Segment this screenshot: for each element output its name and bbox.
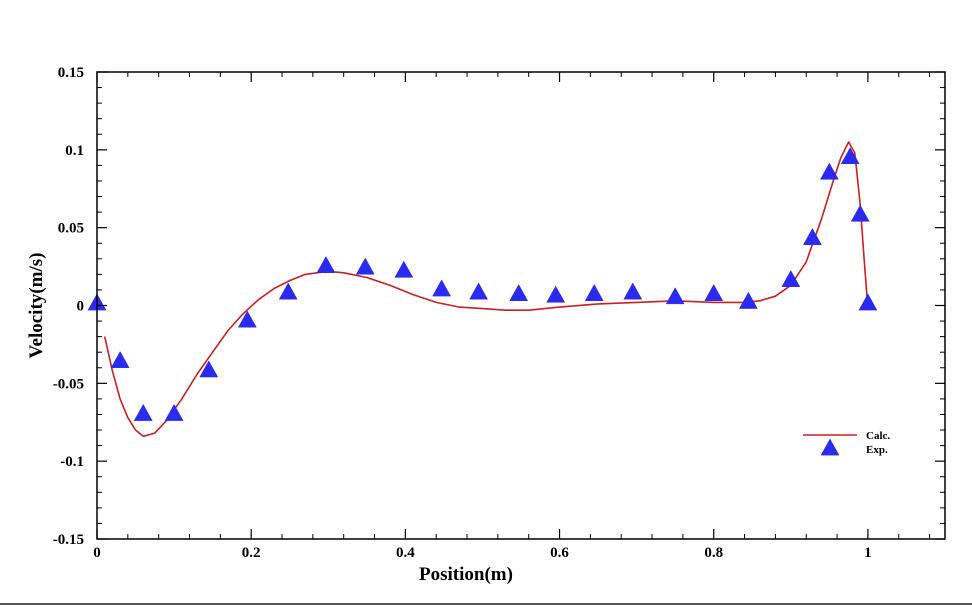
exp-data-point [432,279,452,297]
x-tick-label: 0.4 [396,545,415,561]
plot-frame [96,71,946,540]
x-tick-label: 0 [93,545,101,561]
exp-data-point [738,291,758,309]
exp-data-point [781,270,801,287]
calc-series-line [103,141,869,438]
y-tick-label: 0 [77,299,85,315]
y-tick-label: -0.05 [53,376,84,392]
exp-data-point [469,282,489,300]
axes: 0 0.2 0.4 0.6 0.8 1 -0.15 -0.1 -0.05 0 0.05 0.1 0.15… [26,65,946,585]
y-tick-label: 0.15 [58,65,84,81]
exp-data-point [199,360,219,378]
y-tick-label: -0.15 [53,532,84,548]
y-tick-label: -0.1 [60,454,84,470]
exp-data-point [394,260,414,278]
y-tick-label: 0.05 [58,221,84,237]
exp-data-point [509,284,529,302]
exp-data-point [840,147,860,165]
x-axis-title: Position(m) [419,564,513,585]
exp-data-point [278,282,298,300]
exp-data-point [237,310,257,328]
exp-data-point [133,403,153,421]
window-bottom-divider [0,603,972,605]
exp-data-point [665,287,685,305]
x-tick-label: 0.2 [242,545,261,561]
legend-calc-label: Calc. [866,430,890,442]
exp-data-point [164,403,184,421]
plot-area [87,141,878,438]
x-tick-label: 0.8 [704,545,723,561]
x-tick-label: 1 [864,545,872,561]
exp-data-point [858,293,878,311]
exp-data-point [802,228,822,245]
exp-data-point [623,282,643,300]
exp-data-point [819,162,839,180]
legend-exp-label: Exp. [866,444,888,456]
exp-data-point [584,284,604,302]
y-axis-title: Velocity(m/s) [26,253,47,359]
exp-data-point [355,257,375,275]
exp-data-point [546,285,566,303]
legend: Calc. Exp. [803,430,890,456]
exp-data-point [316,256,336,273]
exp-data-point [850,204,870,222]
exp-data-point [110,350,130,368]
legend-exp-swatch [820,438,840,456]
exp-data-point [704,284,724,302]
x-tick-label: 0.6 [550,545,569,561]
y-tick-label: 0.1 [65,143,84,159]
